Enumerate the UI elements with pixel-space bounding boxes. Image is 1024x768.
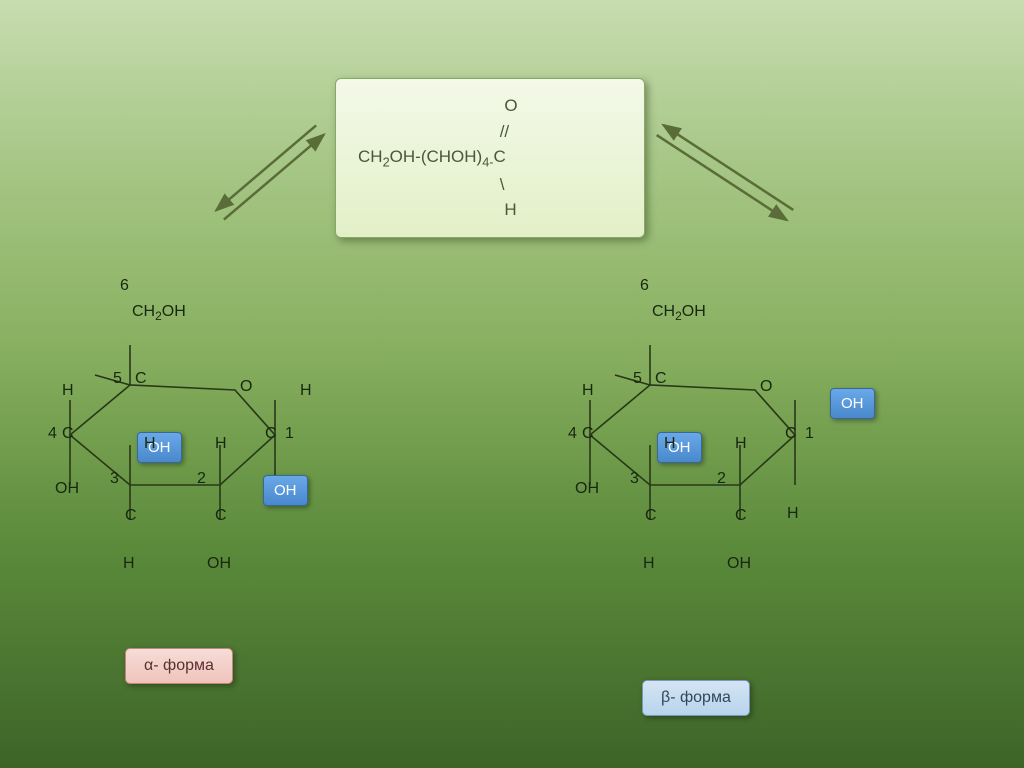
alpha-atom: OH (207, 555, 231, 573)
beta-atom: 1 (805, 425, 814, 443)
beta-atom: 2 (717, 470, 726, 488)
beta-atom: C (645, 507, 657, 525)
alpha-atom: 3 (110, 470, 119, 488)
alpha-atom: H (215, 435, 227, 453)
alpha-atom: CH2OH (132, 303, 186, 323)
beta-form-label: β- форма (642, 680, 750, 716)
beta-oh-c1: OH (830, 388, 875, 419)
beta-atom: H (735, 435, 747, 453)
alpha-atom: H (62, 382, 74, 400)
beta-atom: H (582, 382, 594, 400)
alpha-atom: 5 (113, 370, 122, 388)
alpha-atom: 2 (197, 470, 206, 488)
alpha-form-label: α- форма (125, 648, 233, 684)
alpha-atom: C (265, 425, 277, 443)
alpha-atom: H (144, 435, 156, 453)
alpha-oh-c1: OH (263, 475, 308, 506)
alpha-atom: H (123, 555, 135, 573)
alpha-atom: H (300, 382, 312, 400)
beta-atom: H (643, 555, 655, 573)
beta-atom: 4 (568, 425, 577, 443)
alpha-atom: C (125, 507, 137, 525)
beta-atom: OH (575, 480, 599, 498)
beta-atom: CH2OH (652, 303, 706, 323)
formula-line-5: H (358, 197, 622, 223)
beta-atom: O (760, 378, 772, 396)
alpha-atom: OH (55, 480, 79, 498)
formula-line-4: \ (358, 172, 622, 198)
beta-atom: 5 (633, 370, 642, 388)
alpha-atom: 6 (120, 277, 129, 295)
beta-atom: OH (727, 555, 751, 573)
beta-atom: C (655, 370, 667, 388)
alpha-atom: C (135, 370, 147, 388)
beta-atom: C (582, 425, 594, 443)
beta-atom: 3 (630, 470, 639, 488)
alpha-atom: 1 (285, 425, 294, 443)
linear-formula-box: O // CH2OH-(CHOH)4-C \ H (335, 78, 645, 238)
beta-atom: H (664, 435, 676, 453)
alpha-atom: C (215, 507, 227, 525)
beta-atom: 6 (640, 277, 649, 295)
beta-atom: C (735, 507, 747, 525)
alpha-atom: O (240, 378, 252, 396)
formula-line-1: O (358, 93, 622, 119)
beta-atom: C (785, 425, 797, 443)
alpha-atom: C (62, 425, 74, 443)
alpha-atom: 4 (48, 425, 57, 443)
beta-atom: H (787, 505, 799, 523)
formula-line-3: CH2OH-(CHOH)4-C (358, 144, 622, 172)
formula-line-2: // (358, 119, 622, 145)
